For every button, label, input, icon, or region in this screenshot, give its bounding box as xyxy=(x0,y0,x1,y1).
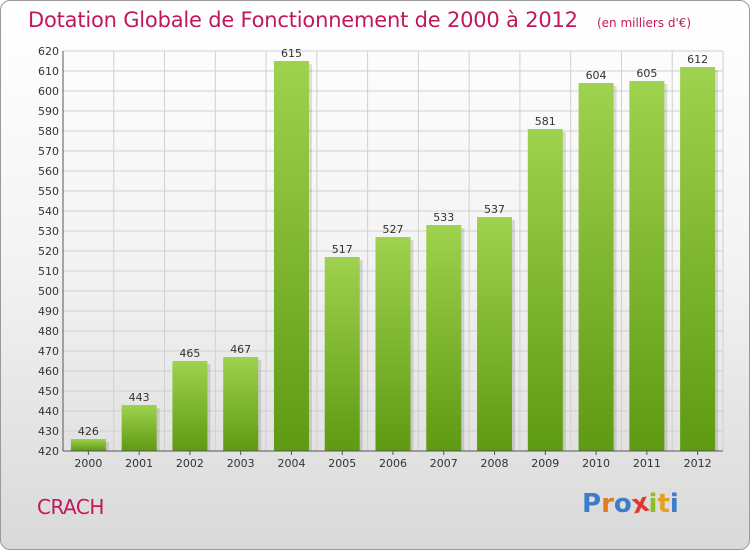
y-tick-label: 590 xyxy=(38,105,59,118)
y-tick-label: 520 xyxy=(38,245,59,258)
title-row: Dotation Globale de Fonctionnement de 20… xyxy=(28,8,691,32)
x-tick-label: 2003 xyxy=(227,457,255,470)
value-label: 581 xyxy=(535,115,556,128)
y-tick-label: 500 xyxy=(38,285,59,298)
chart-title: Dotation Globale de Fonctionnement de 20… xyxy=(28,8,578,32)
y-tick-label: 450 xyxy=(38,385,59,398)
logo-letter: i xyxy=(669,489,679,519)
bar xyxy=(629,81,665,451)
x-tick-label: 2010 xyxy=(582,457,610,470)
x-tick-label: 2000 xyxy=(74,457,102,470)
bar xyxy=(273,61,309,451)
y-tick-label: 490 xyxy=(38,305,59,318)
logo-letter: r xyxy=(601,489,614,519)
bar xyxy=(426,225,462,451)
x-tick-label: 2002 xyxy=(176,457,204,470)
y-tick-label: 460 xyxy=(38,365,59,378)
x-tick-label: 2001 xyxy=(125,457,153,470)
y-tick-label: 430 xyxy=(38,425,59,438)
proxiti-logo: Proxiti xyxy=(582,488,679,521)
bar xyxy=(223,357,259,451)
bar xyxy=(527,129,563,451)
y-tick-label: 610 xyxy=(38,65,59,78)
commune-name: CRACH xyxy=(37,495,104,519)
bar xyxy=(477,217,513,451)
value-label: 467 xyxy=(230,343,251,356)
logo-letter: o xyxy=(613,489,632,519)
y-tick-label: 470 xyxy=(38,345,59,358)
y-tick-label: 550 xyxy=(38,185,59,198)
value-label: 605 xyxy=(636,67,657,80)
y-tick-label: 580 xyxy=(38,125,59,138)
y-tick-label: 480 xyxy=(38,325,59,338)
bar xyxy=(680,67,716,451)
y-tick-label: 620 xyxy=(38,45,59,58)
x-tick-label: 2008 xyxy=(481,457,509,470)
bar xyxy=(578,83,614,451)
y-tick-label: 600 xyxy=(38,85,59,98)
logo-letter: P xyxy=(582,489,602,519)
bar xyxy=(70,439,106,451)
x-tick-label: 2007 xyxy=(430,457,458,470)
x-tick-label: 2005 xyxy=(328,457,356,470)
bar xyxy=(324,257,360,451)
chart-unit: (en milliers d'€) xyxy=(596,16,692,30)
x-tick-label: 2011 xyxy=(633,457,661,470)
value-label: 465 xyxy=(179,347,200,360)
bar xyxy=(121,405,157,451)
bar xyxy=(172,361,208,451)
value-label: 612 xyxy=(687,53,708,66)
value-label: 533 xyxy=(433,211,454,224)
x-tick-label: 2009 xyxy=(531,457,559,470)
x-tick-label: 2006 xyxy=(379,457,407,470)
value-label: 517 xyxy=(332,243,353,256)
y-tick-label: 530 xyxy=(38,225,59,238)
logo-letter: t xyxy=(657,489,670,519)
y-tick-label: 540 xyxy=(38,205,59,218)
value-label: 443 xyxy=(129,391,150,404)
bar-layer xyxy=(70,61,719,451)
label-layer: 426 2000 443 2001 465 2002 467 2003 615 2004 517 20… xyxy=(74,47,711,470)
bar xyxy=(375,237,411,451)
y-tick-label: 440 xyxy=(38,405,59,418)
value-label: 615 xyxy=(281,47,302,60)
y-tick-label: 420 xyxy=(38,445,59,458)
y-tick-label: 570 xyxy=(38,145,59,158)
value-label: 537 xyxy=(484,203,505,216)
x-tick-label: 2012 xyxy=(684,457,712,470)
y-tick-label: 510 xyxy=(38,265,59,278)
y-tick-label: 560 xyxy=(38,165,59,178)
logo-letter: i xyxy=(648,489,658,519)
value-label: 604 xyxy=(586,69,607,82)
value-label: 426 xyxy=(78,425,99,438)
value-label: 527 xyxy=(383,223,404,236)
axis-layer: 420 430 440 450 460 470 480 490 500 510 520 530 540 5… xyxy=(38,45,723,458)
x-tick-label: 2004 xyxy=(277,457,305,470)
